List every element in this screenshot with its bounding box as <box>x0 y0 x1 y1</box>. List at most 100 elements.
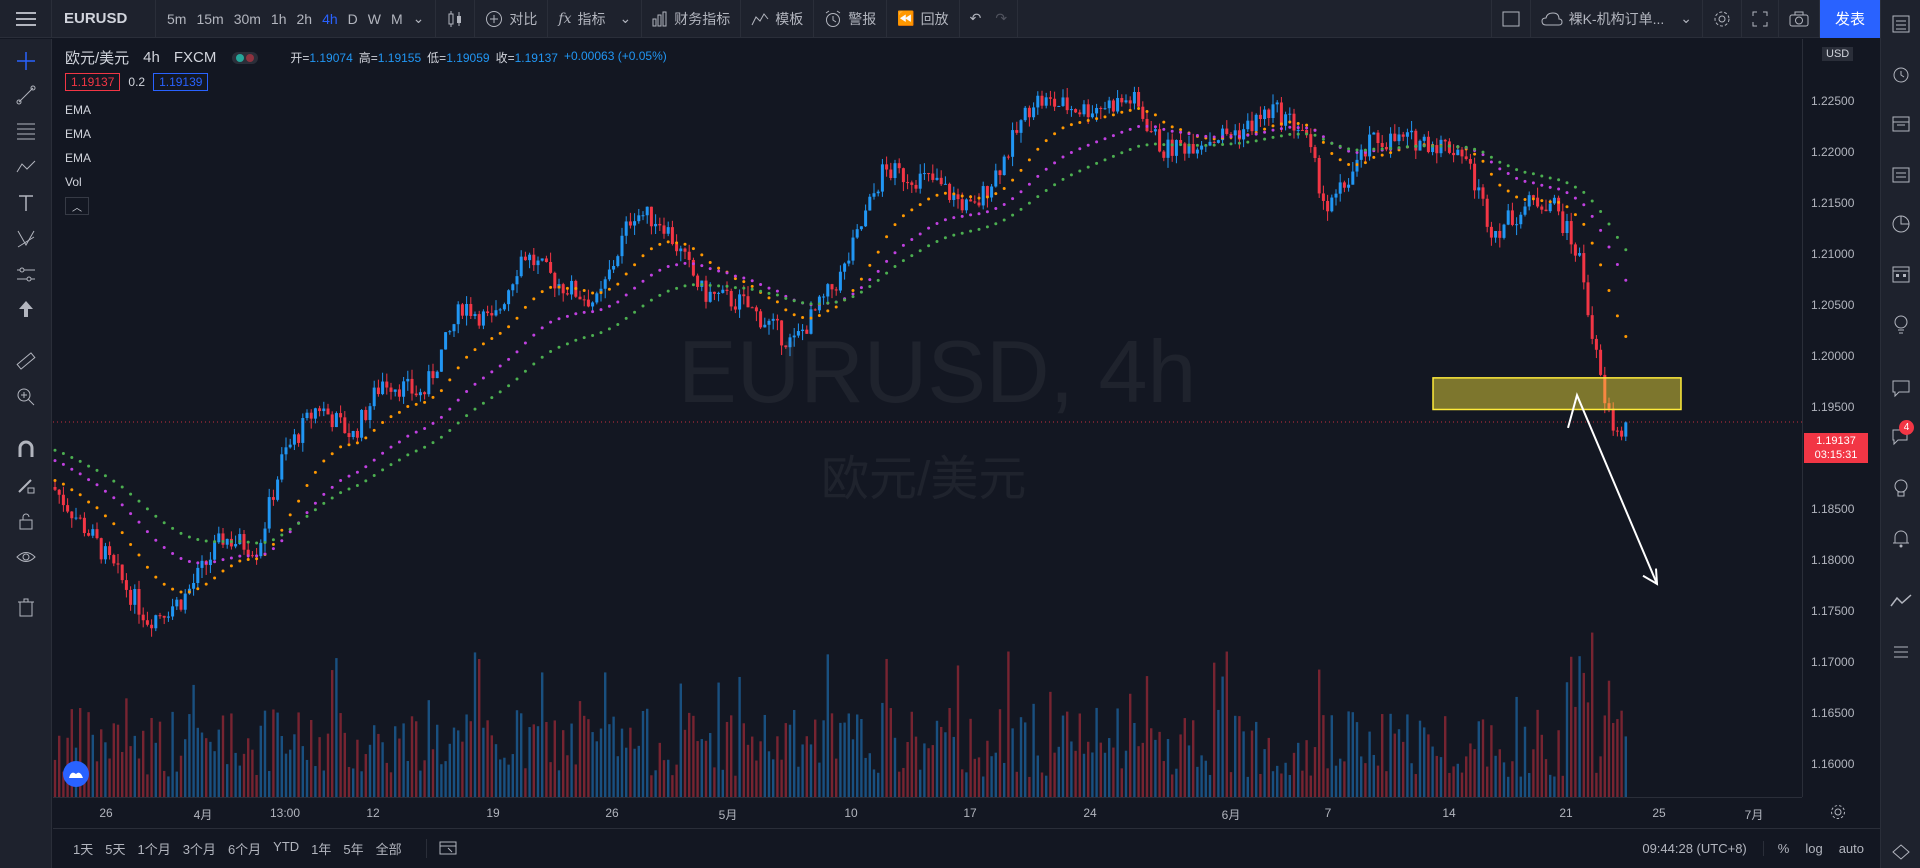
interval-2h[interactable]: 2h <box>296 10 313 27</box>
axis-settings-icon[interactable] <box>1828 802 1848 822</box>
snapshot-button[interactable] <box>1779 0 1820 38</box>
interval-m[interactable]: M <box>391 10 403 27</box>
range-5d[interactable]: 5天 <box>105 842 126 857</box>
bell-icon[interactable] <box>1889 526 1913 550</box>
chart-pane[interactable]: EURUSD, 4h 欧元/美元 欧元/美元 4h FXCM 开=1.19074… <box>53 39 1880 827</box>
price-chart[interactable] <box>53 39 1802 797</box>
ema-mid-dot <box>103 489 107 493</box>
candle-body <box>1573 244 1577 256</box>
trash-icon[interactable] <box>14 595 38 619</box>
calendar-icon[interactable] <box>1889 262 1913 286</box>
range-ytd[interactable]: YTD <box>273 839 300 854</box>
currency-label[interactable]: USD <box>1822 47 1854 61</box>
lock-icon[interactable] <box>14 509 38 533</box>
hotlist-icon[interactable] <box>1889 162 1913 186</box>
sell-button[interactable]: 1.19137 <box>65 73 121 91</box>
candle-body <box>922 173 926 175</box>
redo-icon[interactable]: ↷ <box>995 10 1008 26</box>
ema-fast-dot <box>246 557 250 561</box>
range-3m[interactable]: 3个月 <box>182 842 216 857</box>
fullscreen-button[interactable] <box>1742 0 1779 38</box>
time-axis[interactable]: 26 4月 13:00 12 19 26 5月 10 17 24 6月 7 14… <box>53 797 1802 827</box>
interval-d[interactable]: D <box>347 10 358 27</box>
ideas-icon[interactable] <box>1889 312 1913 336</box>
range-1d[interactable]: 1天 <box>73 842 94 857</box>
financials-button[interactable]: 财务指标 <box>642 0 742 38</box>
pencil-lock-icon[interactable] <box>14 473 38 497</box>
indicators-button[interactable]: fx 指标 ⌄ <box>548 0 643 38</box>
goto-date-icon[interactable] <box>425 839 457 858</box>
watchlist-icon[interactable] <box>1889 12 1913 36</box>
ema-slow-dot <box>322 501 326 505</box>
auto-toggle[interactable]: auto <box>1838 841 1864 856</box>
zoom-in-icon[interactable] <box>14 385 38 409</box>
chart-type-button[interactable] <box>436 0 476 38</box>
buy-button[interactable]: 1.19139 <box>153 73 209 91</box>
data-window-icon[interactable] <box>1889 112 1913 136</box>
menu-icon[interactable] <box>0 0 52 38</box>
interval-1h[interactable]: 1h <box>270 10 287 27</box>
projection-icon[interactable] <box>14 227 38 251</box>
chevron-down-icon[interactable]: ⌄ <box>412 10 425 26</box>
ema-mid-dot <box>473 382 477 386</box>
range-6m[interactable]: 6个月 <box>227 842 262 857</box>
percent-toggle[interactable]: % <box>1762 841 1789 856</box>
dom-icon[interactable] <box>1889 640 1913 664</box>
eye-icon[interactable] <box>14 545 38 569</box>
collapse-panel-icon[interactable] <box>1889 840 1913 864</box>
volume-bar <box>641 710 645 797</box>
lightbulb-icon[interactable] <box>1889 476 1913 500</box>
fib-icon[interactable] <box>14 119 38 143</box>
indicator-ema-2[interactable]: EMA <box>65 127 92 141</box>
candle-body <box>347 433 351 438</box>
pie-chart-icon[interactable] <box>1889 212 1913 236</box>
settings-button[interactable] <box>1703 0 1742 38</box>
candle-body <box>469 303 473 316</box>
ruler-icon[interactable] <box>14 349 38 373</box>
interval-30m[interactable]: 30m <box>233 10 261 27</box>
clock-time[interactable]: 09:44:28 (UTC+8) <box>1642 841 1747 856</box>
symbol-search[interactable]: EURUSD <box>52 0 156 38</box>
interval-5m[interactable]: 5m <box>167 10 187 27</box>
tradingview-logo[interactable] <box>63 761 89 787</box>
layout-button[interactable] <box>1490 0 1531 38</box>
range-5y[interactable]: 5年 <box>343 842 364 857</box>
range-all[interactable]: 全部 <box>375 842 402 857</box>
compare-button[interactable]: 对比 <box>475 0 549 38</box>
ema-fast-dot <box>498 331 502 335</box>
pattern-icon[interactable] <box>14 155 38 179</box>
indicator-ema-1[interactable]: EMA <box>65 103 92 117</box>
indicator-vol[interactable]: Vol <box>65 175 82 189</box>
interval-4h[interactable]: 4h <box>322 10 338 27</box>
magnet-icon[interactable] <box>14 437 38 461</box>
candle-body <box>1443 139 1447 142</box>
alert-button[interactable]: 警报 <box>814 0 888 38</box>
volume-bar <box>1599 756 1602 797</box>
alarm-clock-icon[interactable] <box>1889 62 1913 86</box>
undo-icon[interactable]: ↶ <box>969 10 982 26</box>
indicator-ema-3[interactable]: EMA <box>65 151 92 165</box>
publish-button[interactable]: 发表 <box>1820 0 1880 38</box>
arrow-up-icon[interactable] <box>14 297 38 321</box>
interval-w[interactable]: W <box>367 10 381 27</box>
time-tick: 14 <box>1442 806 1456 820</box>
range-1m[interactable]: 1个月 <box>137 842 171 857</box>
ema-slow-dot <box>843 298 847 302</box>
price-axis[interactable]: 1.22500 1.22000 1.21500 1.21000 1.20500 … <box>1802 39 1880 797</box>
interval-15m[interactable]: 15m <box>196 10 224 27</box>
text-icon[interactable] <box>14 191 38 215</box>
legend-title[interactable]: 欧元/美元 <box>65 50 130 67</box>
range-1y[interactable]: 1年 <box>311 842 332 857</box>
templates-button[interactable]: 模板 <box>741 0 815 38</box>
market-status-toggle[interactable] <box>232 51 259 64</box>
trendline-icon[interactable] <box>14 83 38 107</box>
collapse-legend-button[interactable]: ︿ <box>65 197 89 215</box>
trading-panel-icon[interactable] <box>1889 590 1913 614</box>
layout-save-button[interactable]: 裸K-机构订单... ⌄ <box>1531 0 1703 38</box>
chat-icon[interactable] <box>1889 376 1913 400</box>
crosshair-icon[interactable] <box>14 49 38 73</box>
measure-tools-icon[interactable] <box>14 263 38 287</box>
replay-button[interactable]: ⏪ 回放 <box>887 0 960 38</box>
open-label: 开= <box>290 51 310 65</box>
log-toggle[interactable]: log <box>1805 841 1823 856</box>
